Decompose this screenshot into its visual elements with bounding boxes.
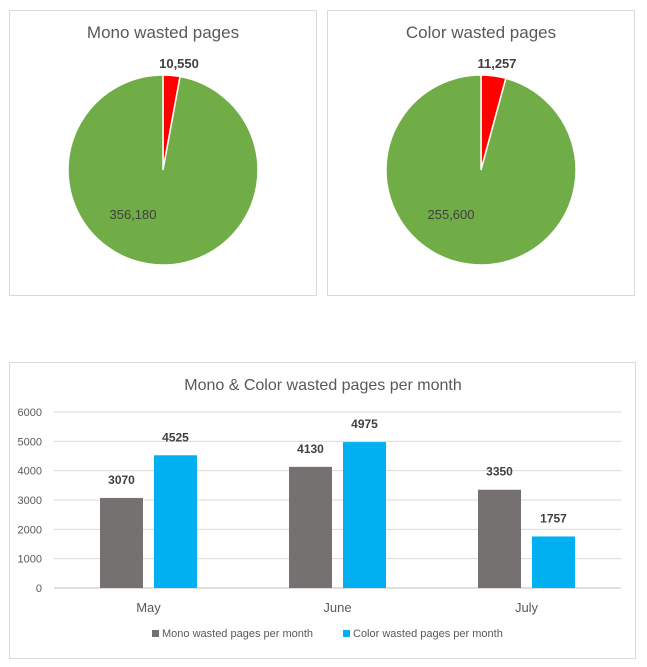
pie-slice <box>385 74 577 266</box>
x-tick-label: June <box>323 600 351 615</box>
chart-title: Color wasted pages <box>406 23 556 42</box>
pie-chart-color: Color wasted pages 11,257 255,600 <box>385 23 577 266</box>
legend-swatch <box>152 630 159 637</box>
bar-panel: Mono & Color wasted pages per month 0 1000… <box>9 362 636 659</box>
data-label: 10,550 <box>159 56 199 71</box>
data-label: 3350 <box>486 465 513 479</box>
y-tick-label: 3000 <box>18 495 42 507</box>
chart-title: Mono wasted pages <box>87 23 239 42</box>
data-label: 3070 <box>108 473 135 487</box>
x-tick-label: May <box>136 600 161 615</box>
y-tick-label: 1000 <box>18 554 42 566</box>
pie-slice <box>67 74 259 266</box>
data-label: 11,257 <box>477 56 516 71</box>
y-tick-label: 2000 <box>18 524 42 536</box>
data-label: 255,600 <box>428 207 475 222</box>
bar-mono <box>289 466 332 588</box>
legend-label: Color wasted pages per month <box>353 628 503 640</box>
data-label: 4525 <box>162 430 189 444</box>
x-tick-label: July <box>515 600 539 615</box>
data-label: 4975 <box>351 417 378 431</box>
y-tick-label: 6000 <box>18 407 42 419</box>
chart-title: Mono & Color wasted pages per month <box>184 377 461 394</box>
bar-mono <box>478 489 521 588</box>
bar-mono <box>100 497 143 588</box>
data-label: 356,180 <box>110 207 157 222</box>
data-label: 1757 <box>540 511 567 525</box>
bar-chart: Mono & Color wasted pages per month 0 1000… <box>18 377 621 640</box>
y-tick-label: 4000 <box>18 466 42 478</box>
pie-panel-mono: Mono wasted pages 10,550 356,180 <box>9 10 317 296</box>
legend-swatch <box>343 630 350 637</box>
bar-color <box>532 536 575 588</box>
y-tick-label: 5000 <box>18 436 42 448</box>
data-label: 4130 <box>297 442 324 456</box>
bar-color <box>343 442 386 588</box>
pie-chart-mono: Mono wasted pages 10,550 356,180 <box>67 23 259 266</box>
legend-label: Mono wasted pages per month <box>162 628 313 640</box>
pie-panel-color: Color wasted pages 11,257 255,600 <box>327 10 635 296</box>
y-tick-label: 0 <box>36 583 42 595</box>
bar-color <box>154 455 197 588</box>
